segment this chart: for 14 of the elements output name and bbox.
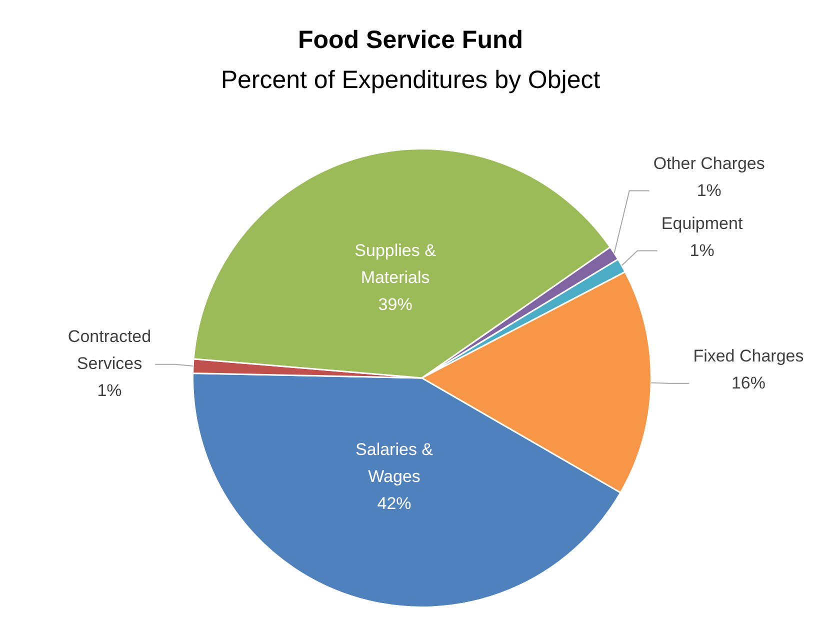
slice-label: Supplies & Materials xyxy=(354,241,437,288)
data-label: 39% xyxy=(378,295,412,314)
data-label: 1% xyxy=(690,240,714,260)
slice-label: Fixed Charges xyxy=(693,346,804,366)
chart-subtitle: Percent of Expenditures by Object xyxy=(220,66,602,95)
data-label: 1% xyxy=(696,180,722,200)
slice-label: Contracted Services xyxy=(68,327,152,374)
slice-label: Other Charges xyxy=(653,154,765,173)
data-label: 16% xyxy=(731,374,766,393)
slice-label: Salaries & Wages xyxy=(356,440,434,486)
slice-label: Equipment xyxy=(661,214,743,233)
data-label: 42% xyxy=(377,494,412,514)
data-label: 1% xyxy=(97,381,122,400)
chart-title: Food Service Fund xyxy=(296,26,524,55)
